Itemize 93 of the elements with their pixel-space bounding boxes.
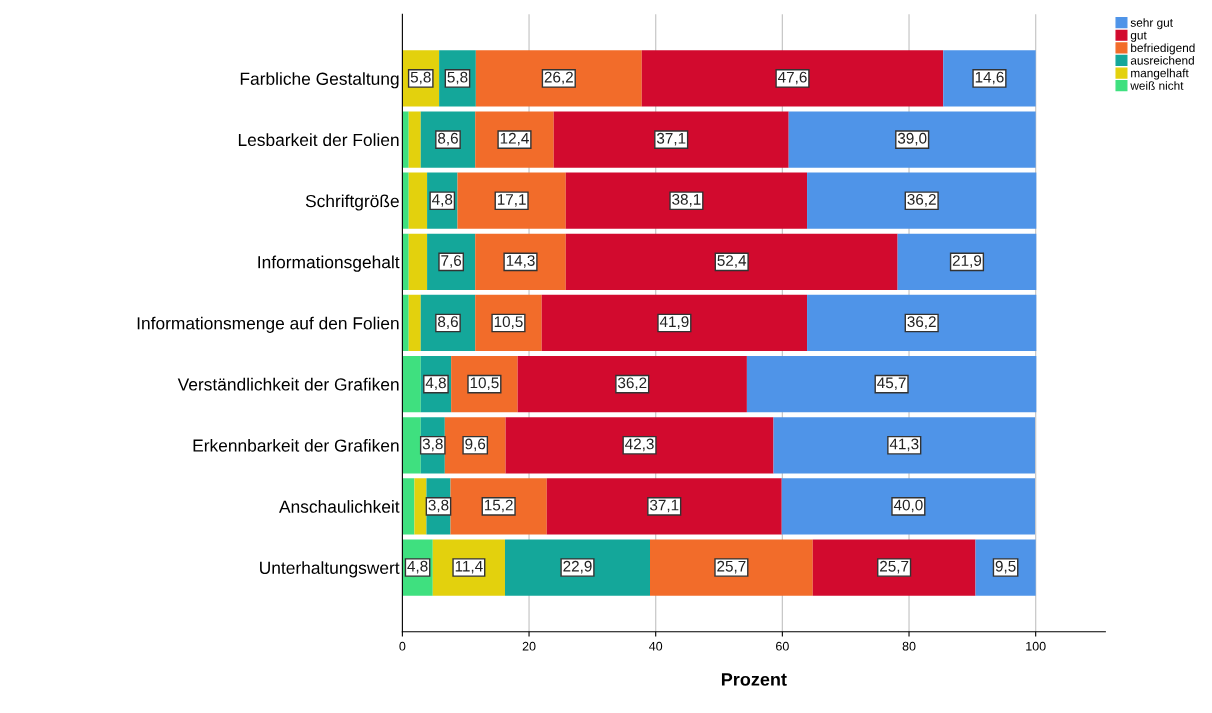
bar [402,294,409,352]
data-label: 12,4 [500,132,529,146]
y-tick-label: Erkennbarkeit der Grafiken [193,438,399,452]
data-label: 36,2 [617,377,647,391]
legend-label: mangelhaft [1131,68,1189,80]
legend-label: ausreichend [1130,55,1194,65]
data-label: 8,6 [438,132,458,146]
bar [553,111,789,168]
data-label: 9,5 [995,560,1016,574]
bar [773,417,1036,474]
bar [408,294,421,352]
bar [475,50,642,107]
data-label: 41,3 [889,438,919,452]
data-label: 38,1 [672,194,701,207]
bar [402,172,409,229]
data-label: 41,9 [659,316,689,329]
bar [414,478,427,535]
data-label: 3,8 [428,499,449,513]
legend-label: befriedigend [1131,43,1195,55]
data-label: 14,6 [975,71,1004,85]
data-label: 22,9 [563,560,592,574]
x-tick-label: 60 [776,641,789,651]
bar [402,417,421,474]
legend-label: weiß nicht [1130,81,1184,90]
bar [788,111,1036,168]
data-label: 8,6 [438,316,458,329]
x-tick-label: 0 [399,641,406,651]
data-label: 10,5 [494,316,523,329]
bar [565,233,898,290]
data-label: 9,6 [465,438,486,452]
y-tick-label: Verständlichkeit der Grafiken [177,377,399,391]
data-label: 5,8 [447,71,468,85]
bar [408,172,428,229]
bar [650,539,813,596]
data-label: 14,3 [506,255,535,268]
legend-label: sehr gut [1130,18,1173,30]
x-tick-label: 100 [1026,641,1046,651]
data-label: 42,3 [625,438,654,452]
y-tick-label: Informationsgehalt [258,255,400,272]
data-label: 3,8 [422,438,443,452]
data-label: 40,0 [893,499,923,513]
y-tick-label: Informationsmenge auf den Folien [137,316,399,333]
y-tick-label: Lesbarkeit der Folien [238,133,399,147]
data-label: 25,7 [717,560,746,574]
data-label: 11,4 [455,560,483,574]
y-tick-label: Farbliche Gestaltung [240,72,399,89]
legend-label: gut [1130,31,1147,42]
x-tick-label: 80 [902,641,916,651]
bar [408,233,428,290]
data-label: 47,6 [777,71,807,85]
data-label: 37,1 [649,499,679,513]
bar [402,111,409,168]
data-label: 15,2 [484,499,513,513]
data-label: 7,6 [441,255,462,268]
bar [746,356,1037,413]
x-tick-label: 40 [649,641,663,651]
data-label: 25,7 [880,560,909,574]
bar [402,478,415,535]
bar [812,539,976,596]
data-label: 4,8 [425,377,446,391]
y-tick-label: Schriftgröße [305,194,399,211]
data-label: 10,5 [470,377,499,391]
bar [457,172,566,229]
bar [408,111,421,168]
data-label: 36,2 [907,316,936,329]
y-tick-label: Unterhaltungswert [260,561,400,578]
bar [402,233,409,290]
data-label: 39,0 [897,132,927,146]
data-label: 37,1 [656,132,686,146]
bar [402,356,421,413]
bar [505,417,774,474]
bar [546,478,782,535]
x-axis-title: Prozent [721,673,787,686]
data-label: 21,9 [952,255,982,268]
bar [807,172,1037,229]
data-label: 45,7 [877,377,906,391]
data-label: 5,8 [410,71,431,85]
bar [641,50,944,107]
bar [565,172,808,229]
data-label: 4,8 [407,560,428,574]
data-label: 17,1 [497,194,526,207]
data-label: 4,8 [432,194,453,207]
data-label: 26,2 [544,71,573,85]
bar [807,294,1037,352]
bar [504,539,650,596]
bar [781,478,1036,535]
y-tick-label: Anschaulichkeit [279,500,400,513]
bar [541,294,808,352]
data-label: 36,2 [907,194,936,207]
bar [517,356,747,413]
x-tick-label: 20 [522,641,536,651]
data-label: 52,4 [717,255,747,268]
bar [897,233,1037,290]
